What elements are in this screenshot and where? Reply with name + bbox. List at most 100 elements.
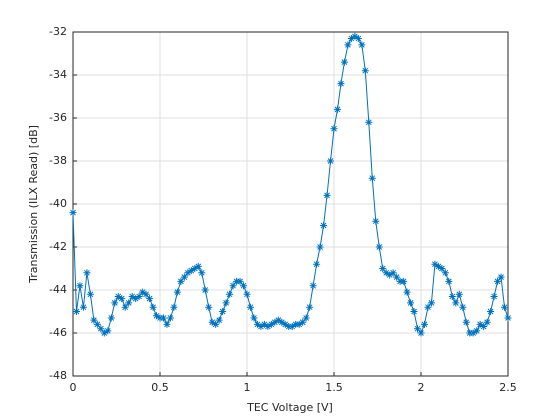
x-tick-label: 0	[70, 381, 77, 394]
data-point	[403, 288, 411, 296]
data-point	[180, 273, 188, 281]
data-point	[480, 323, 488, 331]
y-axis-label: Transmission (ILX Read) [dB]	[27, 125, 40, 284]
data-point	[187, 267, 195, 275]
data-point	[177, 277, 185, 285]
y-tick-label: -40	[49, 197, 67, 210]
data-point	[90, 316, 98, 324]
data-point	[142, 290, 150, 298]
data-point	[327, 157, 335, 165]
data-point	[306, 303, 314, 311]
data-point	[375, 243, 383, 251]
data-point	[135, 292, 143, 300]
data-point	[490, 292, 498, 300]
data-point	[146, 295, 154, 303]
data-point	[184, 269, 192, 277]
data-point	[226, 290, 234, 298]
data-point	[229, 282, 237, 290]
x-axis-label: TEC Voltage [V]	[246, 401, 333, 414]
y-tick-label: -34	[49, 68, 67, 81]
data-point	[139, 288, 147, 296]
x-tick-label: 1	[244, 381, 251, 394]
data-point	[100, 329, 108, 337]
data-point	[271, 318, 279, 326]
data-point	[372, 217, 380, 225]
data-point	[330, 125, 338, 133]
data-point	[379, 265, 387, 272]
x-tick-label: 2.5	[499, 381, 517, 394]
data-point	[410, 308, 418, 315]
data-point	[501, 303, 509, 311]
data-point	[497, 273, 505, 281]
data-point	[166, 314, 174, 322]
data-point	[159, 314, 167, 322]
data-point	[368, 174, 376, 182]
data-point	[400, 277, 408, 285]
data-point	[274, 316, 282, 324]
data-point	[455, 290, 463, 298]
data-point	[93, 320, 101, 328]
data-point	[253, 320, 261, 328]
data-point	[173, 288, 181, 296]
y-tick-label: -48	[49, 369, 67, 382]
data-point	[121, 303, 129, 311]
data-point	[459, 303, 467, 311]
data-point	[393, 273, 401, 281]
data-point	[361, 67, 369, 75]
data-point	[243, 290, 251, 298]
data-point	[431, 260, 439, 268]
data-point	[257, 323, 265, 331]
x-tick-label: 1.5	[325, 381, 343, 394]
data-point	[462, 318, 470, 326]
data-point	[389, 269, 397, 277]
data-point	[191, 265, 199, 272]
data-point	[441, 269, 449, 277]
data-point	[476, 320, 484, 328]
data-point	[347, 34, 355, 42]
data-point	[163, 320, 171, 328]
data-point	[316, 243, 324, 251]
data-point	[333, 105, 341, 113]
data-point	[125, 299, 133, 307]
y-tick-label: -42	[49, 240, 67, 253]
data-point	[365, 118, 373, 126]
data-point	[114, 292, 122, 300]
data-point	[219, 308, 227, 315]
data-point	[424, 303, 432, 311]
data-point	[153, 312, 161, 320]
data-point	[215, 316, 223, 324]
data-point	[344, 41, 352, 49]
data-point	[118, 295, 126, 303]
data-point	[295, 320, 303, 328]
data-point	[267, 320, 275, 328]
data-point	[86, 290, 94, 298]
data-point	[201, 286, 209, 294]
data-point	[246, 303, 254, 311]
y-tick-label: -32	[49, 25, 67, 38]
axes-box	[72, 31, 509, 377]
data-point	[212, 320, 220, 328]
y-tick-label: -36	[49, 111, 67, 124]
data-point	[288, 323, 296, 331]
data-point	[72, 308, 80, 315]
data-point	[386, 271, 394, 279]
data-point	[358, 41, 366, 49]
x-tick-label: 2	[418, 381, 425, 394]
data-point	[240, 282, 248, 290]
data-point	[420, 320, 428, 328]
data-point	[250, 314, 258, 322]
data-point	[79, 303, 87, 311]
data-point	[132, 295, 140, 303]
data-point	[452, 299, 460, 307]
data-point	[205, 303, 213, 311]
data-point	[494, 277, 502, 285]
data-point	[434, 262, 442, 270]
data-point	[309, 282, 317, 290]
data-point	[264, 323, 272, 331]
data-point	[337, 80, 345, 88]
data-point	[299, 318, 307, 326]
data-point	[128, 292, 136, 300]
data-point	[351, 32, 359, 40]
data-point	[320, 222, 328, 229]
